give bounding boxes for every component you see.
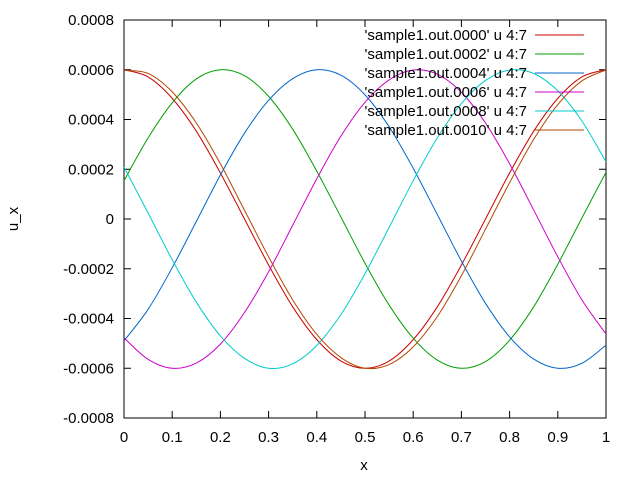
legend-label-0: 'sample1.out.0000' u 4:7 <box>364 27 527 44</box>
x-tick-label: 0.2 <box>210 429 231 446</box>
series-line-3 <box>123 69 607 369</box>
series-group <box>123 69 607 370</box>
legend-label-3: 'sample1.out.0006' u 4:7 <box>364 84 527 101</box>
x-axis-label: x <box>360 457 368 474</box>
x-tick-label: 0.5 <box>355 429 376 446</box>
x-tick-label: 0.1 <box>162 429 183 446</box>
series-line-5 <box>123 69 607 370</box>
y-tick-label: 0.0008 <box>68 12 114 29</box>
y-tick-label: -0.0002 <box>63 261 114 278</box>
series-line-2 <box>123 69 607 369</box>
y-tick-label: -0.0006 <box>63 360 114 377</box>
x-tick-label: 0.9 <box>547 429 568 446</box>
series-line-1 <box>123 69 607 369</box>
y-tick-label: 0.0002 <box>68 161 114 178</box>
y-axis-label: u_x <box>5 206 22 231</box>
x-tick-label: 0.6 <box>403 429 424 446</box>
legend-label-5: 'sample1.out.0010' u 4:7 <box>364 122 527 139</box>
x-tick-label: 0.4 <box>306 429 327 446</box>
y-tick-label: 0 <box>106 211 114 228</box>
y-tick-label: 0.0006 <box>68 62 114 79</box>
x-tick-label: 1 <box>602 429 610 446</box>
series-line-4 <box>123 69 607 369</box>
y-tick-label: -0.0004 <box>63 311 114 328</box>
x-tick-label: 0.7 <box>451 429 472 446</box>
y-tick-label: -0.0008 <box>63 410 114 427</box>
x-tick-label: 0.3 <box>258 429 279 446</box>
x-tick-label: 0.8 <box>499 429 520 446</box>
x-tick-label: 0 <box>120 429 128 446</box>
legend-label-4: 'sample1.out.0008' u 4:7 <box>364 103 527 120</box>
axis-ticks: 0 0.1 0.2 0.3 0.4 0.5 0.6 0.7 0.8 0.9 1 -0.0008 -0.0… <box>63 12 610 446</box>
y-tick-label: 0.0004 <box>68 112 114 129</box>
legend-label-2: 'sample1.out.0004' u 4:7 <box>364 65 527 82</box>
legend-label-1: 'sample1.out.0002' u 4:7 <box>364 46 527 63</box>
legend: 'sample1.out.0000' u 4:7 'sample1.out.000… <box>364 27 584 139</box>
